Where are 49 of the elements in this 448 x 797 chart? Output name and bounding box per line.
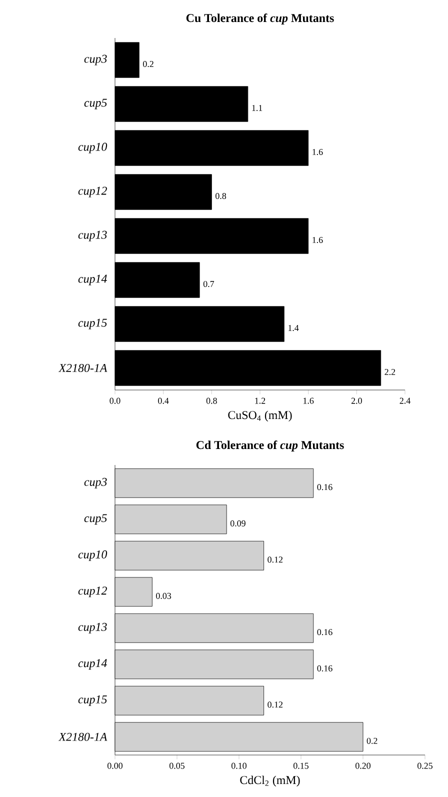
data-label: 0.8 [216,192,226,200]
data-label: 0.12 [268,702,283,708]
x-tick-label: 0.0 [110,398,120,404]
x-tick-label: 0.05 [170,762,185,769]
x-tick-label: 0.4 [158,398,169,404]
data-label: 0.2 [143,60,154,68]
data-label: 0.16 [317,629,332,636]
data-label: 1.6 [312,236,323,244]
chart-title: Cu Tolerance of cup Mutants [186,14,334,25]
y-tick-label: cup12 [78,586,107,598]
y-tick-label: cup14 [78,659,107,670]
x-tick-label: 1.6 [304,398,314,404]
chart-title: Cd Tolerance of cup Mutants [196,440,344,452]
x-tick-label: 0.25 [418,762,433,769]
y-tick-label: cup15 [78,318,107,330]
y-tick-label: cup5 [84,514,107,525]
y-tick-label: cup15 [78,695,107,706]
x-tick-label: 2.0 [351,398,362,404]
x-axis-title: CdCl$_{2}$ (mM) [240,776,300,787]
data-label: 0.16 [317,665,332,672]
data-label: 1.1 [252,104,262,112]
data-label: 1.6 [312,148,323,156]
data-label: 0.16 [317,484,332,490]
y-tick-label: X2180-1A [58,732,108,741]
data-label: 1.4 [288,324,299,332]
x-axis-title: CuSO$_{4}$ (mM) [228,410,292,422]
y-tick-label: cup3 [84,478,107,488]
data-label: 0.09 [230,520,246,526]
data-label: 0.03 [156,592,172,599]
x-tick-label: 0.8 [206,398,217,404]
x-tick-label: 1.2 [255,398,266,404]
y-tick-label: cup13 [78,230,107,242]
x-tick-label: 0.15 [294,762,309,769]
y-tick-label: X2180-1A [58,364,108,372]
y-tick-label: cup5 [84,98,107,110]
data-label: 0.2 [366,738,378,744]
x-tick-label: 0.10 [232,762,247,769]
y-tick-label: cup10 [78,550,108,561]
y-tick-label: cup3 [84,54,107,66]
x-tick-label: 0.00 [108,762,123,769]
data-label: 0.12 [268,556,283,563]
y-tick-label: cup10 [78,142,108,154]
y-tick-label: cup12 [78,186,107,198]
data-label: 0.7 [203,280,214,288]
y-tick-label: cup14 [78,274,107,286]
x-tick-label: 2.4 [400,398,410,404]
x-tick-label: 0.20 [356,762,371,769]
y-tick-label: cup13 [78,622,107,634]
data-label: 2.2 [384,368,396,376]
